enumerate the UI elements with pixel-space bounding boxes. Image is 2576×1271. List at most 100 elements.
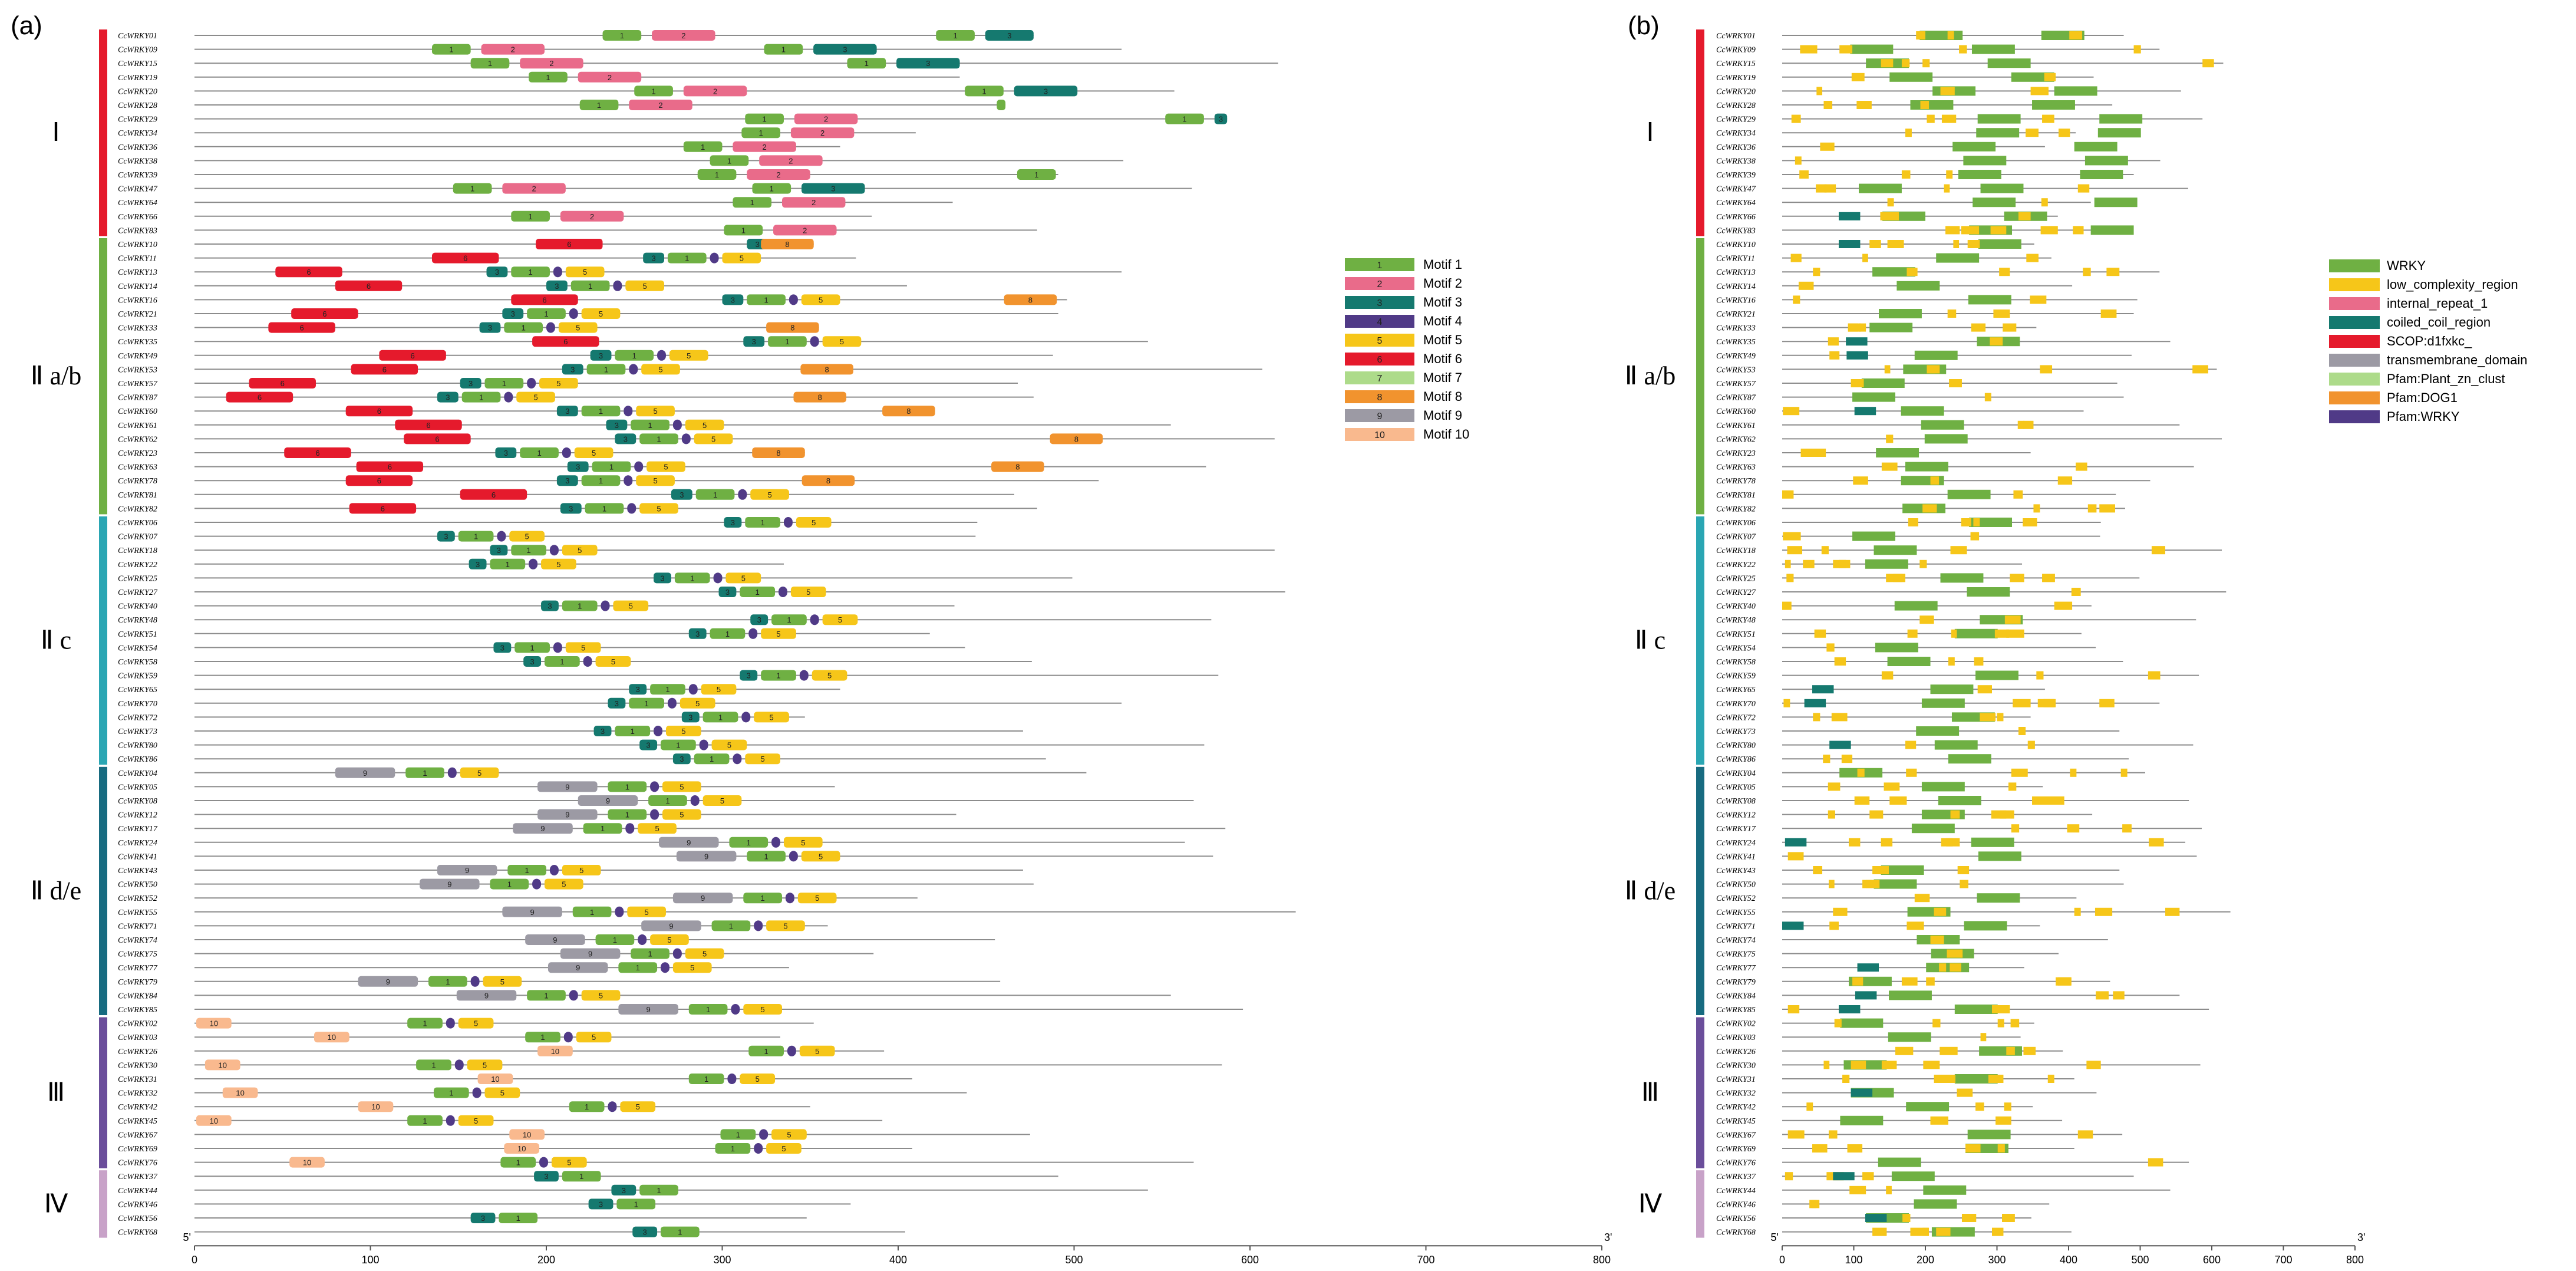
motif-number-label: 5 — [741, 574, 746, 582]
wrky-domain-box — [1968, 295, 2011, 305]
low-complexity-box — [1934, 907, 1947, 916]
gene-label: CcWRKY39 — [118, 171, 157, 180]
motif-number-label: 5 — [819, 295, 823, 304]
motif-1-box — [741, 127, 781, 139]
motif-8-box — [802, 475, 855, 486]
group-label: Ⅲ — [47, 1078, 65, 1107]
gene-label: CcWRKY24 — [1716, 839, 1756, 848]
gene-row: CcWRKY24 9 1 5 — [118, 837, 1185, 848]
legend-swatch-number: 6 — [1377, 355, 1383, 365]
motif-4-box — [650, 781, 659, 792]
motif-number-label: 1 — [715, 170, 719, 179]
low-complexity-box — [1812, 1144, 1828, 1153]
motif-1-box — [595, 934, 635, 945]
low-complexity-box — [2033, 504, 2040, 513]
motif-number-label: 1 — [781, 45, 786, 54]
motif-1-box — [615, 350, 654, 361]
gene-row: CcWRKY71 9 1 5 — [118, 920, 828, 931]
motif-3-box — [546, 280, 568, 291]
legend-swatch-number: 10 — [1374, 430, 1385, 440]
wrky-domain-box — [1894, 601, 1938, 611]
motif-number-label: 3 — [756, 240, 760, 249]
low-complexity-box — [2122, 824, 2132, 833]
motif-5-box — [743, 1004, 782, 1015]
low-complexity-box — [1988, 1075, 2004, 1083]
legend-swatch — [1345, 334, 1414, 347]
gene-label: CcWRKY45 — [1716, 1117, 1756, 1126]
low-complexity-box — [2073, 226, 2084, 235]
motif-number-label: 3 — [555, 282, 559, 291]
motif-1-box — [608, 809, 647, 820]
low-complexity-box — [2099, 504, 2115, 513]
motif-5-box — [613, 600, 649, 611]
gene-label: CcWRKY83 — [1716, 226, 1756, 235]
wrky-domain-box — [1936, 253, 1980, 263]
motif-3-box — [671, 489, 692, 500]
motif-number-label: 1 — [1182, 115, 1186, 124]
motif-5-box — [565, 642, 601, 653]
gene-row: CcWRKY66 — [1716, 211, 2058, 222]
motif-2-box — [794, 113, 858, 124]
motif-4-box — [654, 726, 663, 736]
low-complexity-box — [1891, 212, 1899, 220]
motif-number-label: 1 — [701, 143, 705, 152]
motif-4-box — [738, 489, 747, 500]
gene-label: CcWRKY02 — [118, 1020, 157, 1029]
motif-5-box — [822, 336, 862, 347]
motif-9-box — [456, 990, 517, 1001]
gene-label: CcWRKY04 — [1716, 769, 1756, 778]
low-complexity-box — [1967, 240, 1980, 248]
motif-number-label: 1 — [727, 156, 731, 165]
motif-number-label: 2 — [776, 170, 780, 179]
axis-tick-label: 100 — [1845, 1254, 1862, 1266]
motif-5-box — [483, 976, 522, 987]
gene-label: CcWRKY73 — [118, 727, 157, 736]
motif-5-box — [685, 419, 724, 430]
motif-number-label: 5 — [819, 852, 823, 861]
gene-row: CcWRKY09 1 2 1 3 — [118, 44, 1122, 55]
legend-swatch-number: 9 — [1377, 411, 1383, 422]
wrky-domain-box — [1869, 322, 1913, 332]
axis-tick-label: 600 — [2203, 1254, 2221, 1266]
gene-row: CcWRKY79 — [1716, 976, 2110, 987]
gene-row: CcWRKY15 — [1716, 58, 2224, 68]
gene-row: CcWRKY22 — [1716, 559, 2023, 569]
low-complexity-box — [1881, 671, 1894, 680]
gene-row: CcWRKY77 9 1 5 — [118, 962, 789, 973]
legend-swatch — [1345, 353, 1414, 366]
motif-3-box — [608, 697, 626, 709]
gene-label: CcWRKY87 — [1716, 394, 1756, 403]
motif-number-label: 1 — [446, 977, 450, 986]
motif-5-box — [680, 697, 715, 709]
motif-number-label: 9 — [701, 894, 705, 903]
motif-number-label: 1 — [522, 324, 526, 332]
panel-a-axis: 0 100 200 300 400 500 600 700 800 5' 3' — [183, 1232, 1612, 1266]
gene-row: CcWRKY65 3 1 5 — [118, 684, 840, 695]
motif-number-label: 6 — [435, 434, 439, 443]
motif-1-box — [715, 1143, 751, 1154]
gene-label: CcWRKY56 — [118, 1214, 157, 1223]
motif-9-box — [672, 893, 733, 904]
motif-number-label: 9 — [576, 963, 580, 972]
low-complexity-box — [1948, 657, 1955, 666]
wrky-domain-box — [1964, 921, 2007, 931]
gene-row: CcWRKY85 — [1716, 1005, 2209, 1015]
motif-1-box — [740, 587, 776, 597]
motif-number-label: 3 — [651, 254, 655, 263]
gene-row: CcWRKY63 — [1716, 462, 2194, 472]
motif-number-label: 1 — [529, 268, 533, 276]
low-complexity-box — [1975, 1102, 1984, 1111]
gene-row: CcWRKY61 6 3 1 5 — [118, 419, 1171, 430]
motif-number-label: 2 — [658, 101, 662, 110]
motif-1-box — [416, 1059, 451, 1071]
low-complexity-box — [2071, 588, 2081, 596]
legend-swatch-number: 2 — [1377, 279, 1383, 289]
low-complexity-box — [1957, 866, 1970, 874]
motif-number-label: 1 — [657, 1186, 661, 1195]
low-complexity-box — [1851, 73, 1865, 81]
motif-1-box — [1165, 113, 1204, 124]
motif-number-label: 5 — [643, 282, 647, 291]
gene-label: CcWRKY07 — [1716, 533, 1756, 542]
gene-label: CcWRKY63 — [118, 463, 157, 472]
motif-number-label: 1 — [787, 615, 791, 624]
